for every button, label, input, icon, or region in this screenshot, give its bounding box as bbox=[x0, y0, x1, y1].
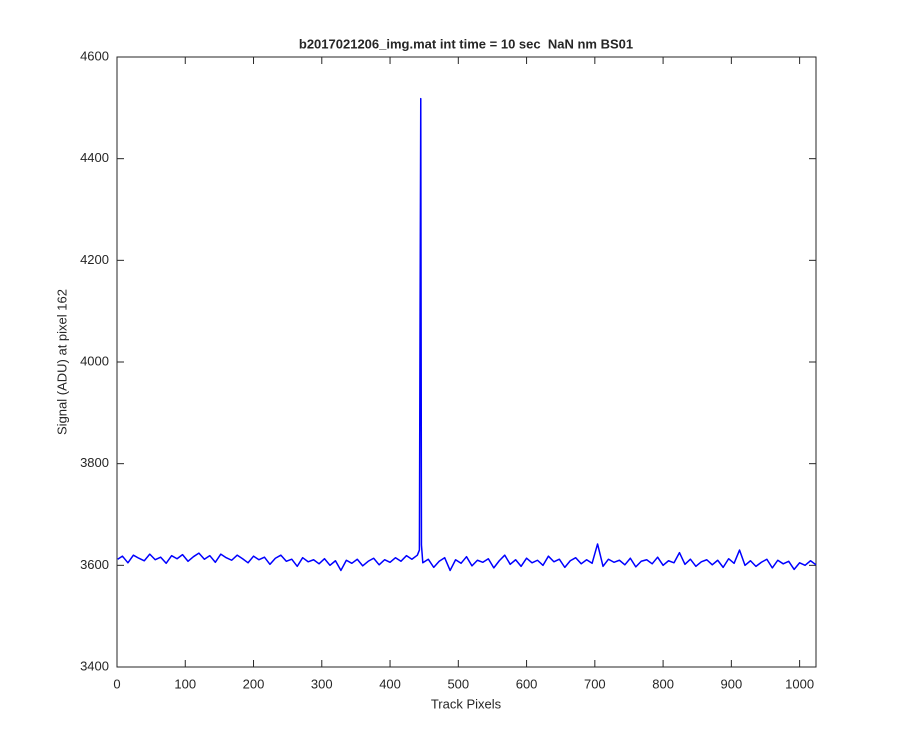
y-tick-label: 4600 bbox=[80, 48, 109, 63]
x-tick-label: 200 bbox=[243, 676, 265, 691]
y-tick-label: 4400 bbox=[80, 150, 109, 165]
x-tick-label: 400 bbox=[379, 676, 401, 691]
y-tick-label: 4000 bbox=[80, 353, 109, 368]
y-tick-label: 3400 bbox=[80, 658, 109, 673]
y-tick-label: 3600 bbox=[80, 557, 109, 572]
x-axis-label: Track Pixels bbox=[431, 696, 502, 711]
x-tick-label: 1000 bbox=[785, 676, 814, 691]
x-tick-label: 700 bbox=[584, 676, 606, 691]
data-line bbox=[117, 97, 817, 572]
x-tick-label: 100 bbox=[174, 676, 196, 691]
x-tick-label: 0 bbox=[113, 676, 120, 691]
x-tick-label: 300 bbox=[311, 676, 333, 691]
x-tick-label: 900 bbox=[721, 676, 743, 691]
y-axis-label: Signal (ADU) at pixel 162 bbox=[54, 289, 69, 435]
axes-box bbox=[116, 56, 817, 668]
chart-title: b2017021206_img.mat int time = 10 sec Na… bbox=[299, 36, 633, 51]
x-tick-label: 500 bbox=[447, 676, 469, 691]
x-tick-label: 800 bbox=[652, 676, 674, 691]
y-tick-label: 3800 bbox=[80, 455, 109, 470]
x-tick-label: 600 bbox=[516, 676, 538, 691]
y-tick-label: 4200 bbox=[80, 252, 109, 267]
